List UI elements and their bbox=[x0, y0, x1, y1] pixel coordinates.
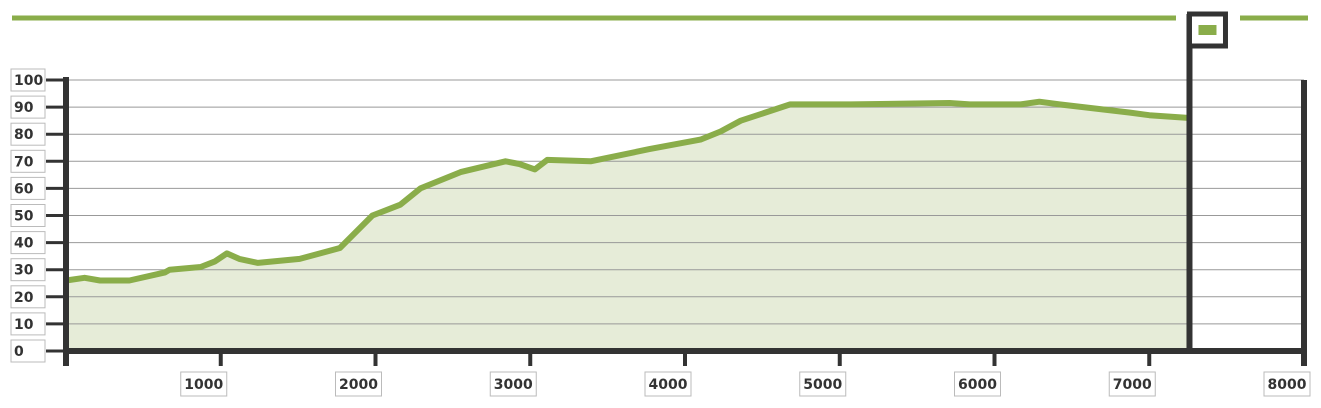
x-tick-label: 6000 bbox=[958, 377, 997, 393]
x-label-box bbox=[489, 371, 537, 397]
y-tick-label: 40 bbox=[14, 236, 34, 252]
x-tick-label: 8000 bbox=[1268, 377, 1307, 393]
y-label-box bbox=[10, 258, 46, 282]
y-label-box bbox=[10, 122, 46, 146]
y-tick-label: 80 bbox=[14, 127, 34, 143]
y-label-box bbox=[10, 204, 46, 227]
y-tick-label: 0 bbox=[14, 344, 24, 360]
x-label-box bbox=[1108, 371, 1156, 397]
y-label-box bbox=[10, 176, 46, 200]
x-tick-label: 3000 bbox=[494, 377, 533, 393]
y-tick-label: 30 bbox=[14, 263, 34, 279]
y-tick-label: 70 bbox=[14, 154, 34, 170]
x-tick-label: 4000 bbox=[649, 377, 688, 393]
y-label-box bbox=[10, 285, 46, 309]
y-tick-label: 50 bbox=[14, 209, 34, 225]
x-tick-label: 2000 bbox=[339, 377, 378, 393]
y-label-box bbox=[10, 339, 46, 363]
x-tick-label: 7000 bbox=[1113, 377, 1152, 393]
x-label-box bbox=[644, 371, 692, 397]
marker-flag-fill bbox=[1198, 25, 1217, 35]
x-label-box bbox=[799, 371, 847, 397]
y-label-box bbox=[10, 312, 46, 336]
x-label-box bbox=[180, 371, 228, 397]
y-tick-label: 100 bbox=[14, 73, 43, 89]
x-tick-label: 5000 bbox=[803, 377, 842, 393]
elevation-line bbox=[63, 98, 1191, 284]
y-tick-label: 60 bbox=[14, 181, 34, 197]
x-label-box bbox=[335, 371, 382, 397]
y-label-box bbox=[10, 149, 46, 173]
y-tick-label: 90 bbox=[14, 100, 34, 116]
y-tick-label: 10 bbox=[14, 317, 34, 333]
y-label-box bbox=[10, 68, 46, 92]
x-label-box bbox=[1263, 371, 1311, 397]
y-label-box bbox=[10, 95, 46, 119]
x-label-box bbox=[954, 371, 1001, 397]
y-label-box bbox=[10, 231, 46, 255]
x-tick-label: 1000 bbox=[184, 377, 223, 393]
area-fill bbox=[66, 101, 1188, 351]
y-tick-label: 20 bbox=[14, 290, 34, 306]
